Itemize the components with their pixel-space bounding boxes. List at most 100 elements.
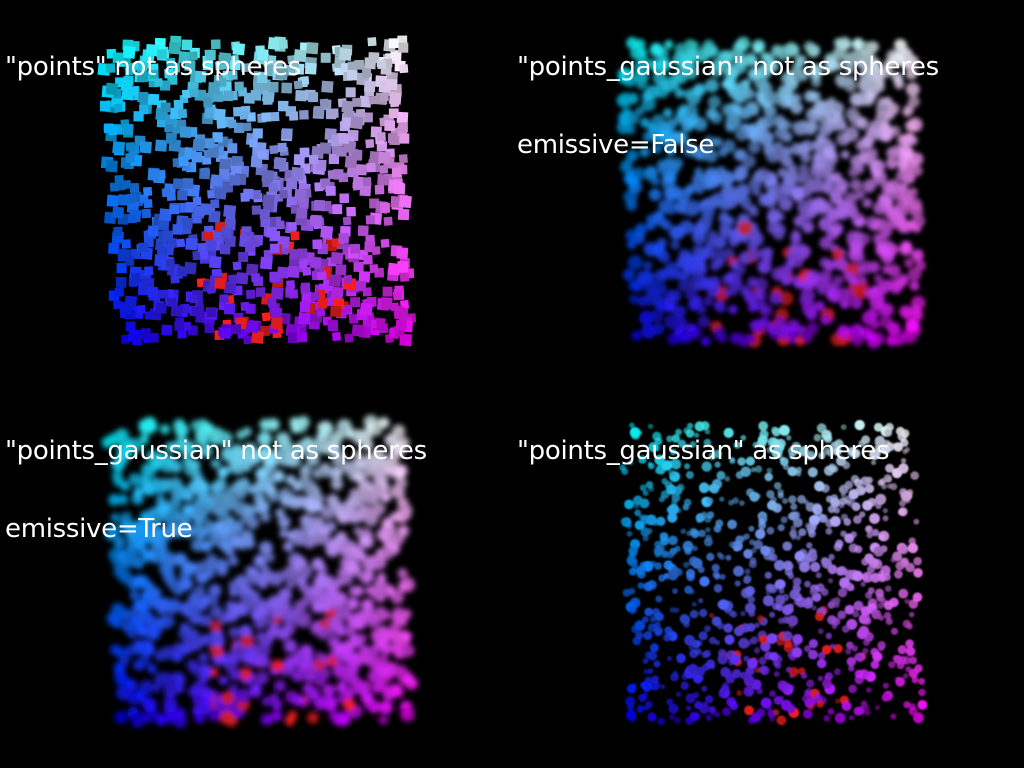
point-marker <box>138 576 150 588</box>
point-marker <box>884 585 892 592</box>
point-marker <box>641 616 649 623</box>
point-marker <box>232 261 242 271</box>
point-marker <box>178 156 189 167</box>
point-marker <box>341 100 354 113</box>
point-marker <box>210 174 223 187</box>
point-marker <box>909 703 916 711</box>
point-marker <box>331 431 344 444</box>
point-marker <box>346 560 361 576</box>
caption-line: "points" not as spheres <box>5 52 301 82</box>
point-marker <box>670 672 680 682</box>
point-marker <box>684 39 696 51</box>
point-marker <box>119 480 131 492</box>
point-marker <box>380 483 390 493</box>
point-marker <box>899 305 912 318</box>
point-marker <box>393 466 406 479</box>
point-marker <box>856 628 868 640</box>
point-marker <box>840 567 849 576</box>
point-marker <box>897 134 908 146</box>
point-marker <box>836 287 849 299</box>
point-marker <box>810 552 818 560</box>
point-marker <box>357 225 369 237</box>
point-marker <box>210 458 221 469</box>
point-marker <box>860 476 870 486</box>
point-marker <box>287 221 297 231</box>
point-marker <box>342 216 352 226</box>
point-marker <box>143 708 155 720</box>
point-marker <box>735 167 747 179</box>
point-marker <box>639 484 647 492</box>
point-marker <box>141 208 152 219</box>
point-marker <box>625 199 638 211</box>
point-marker <box>142 186 153 197</box>
point-marker <box>136 625 149 637</box>
point-marker <box>749 232 764 247</box>
point-marker <box>684 443 691 449</box>
point-marker <box>358 271 371 283</box>
point-marker <box>242 504 256 518</box>
point-marker <box>360 432 372 444</box>
point-marker <box>804 596 814 605</box>
point-marker <box>746 688 753 695</box>
point-marker <box>250 682 261 693</box>
point-marker <box>685 288 698 301</box>
point-marker <box>623 74 637 87</box>
point-marker <box>633 61 646 74</box>
point-marker <box>848 684 858 694</box>
point-marker <box>911 676 919 684</box>
point-marker <box>679 613 690 624</box>
point-marker <box>261 169 274 183</box>
point-marker <box>362 570 375 582</box>
point-marker <box>859 511 866 518</box>
point-marker <box>346 69 358 81</box>
point-marker <box>251 205 262 215</box>
point-marker <box>259 418 272 431</box>
point-marker <box>766 490 775 499</box>
point-marker <box>766 149 780 163</box>
point-marker <box>717 648 727 658</box>
point-marker <box>238 251 249 263</box>
point-marker <box>311 601 323 614</box>
point-marker <box>278 39 288 49</box>
point-marker <box>279 494 291 505</box>
point-marker <box>657 717 665 726</box>
point-marker <box>124 295 138 309</box>
point-marker <box>105 159 118 173</box>
point-marker <box>913 556 922 566</box>
point-marker <box>778 695 785 702</box>
point-marker <box>846 208 857 219</box>
point-marker <box>326 441 342 457</box>
point-marker <box>773 633 779 640</box>
point-marker <box>693 83 707 96</box>
point-marker <box>744 568 751 575</box>
point-marker <box>830 494 839 502</box>
point-marker <box>693 673 703 684</box>
point-marker <box>158 599 170 611</box>
point-marker <box>714 236 727 249</box>
point-marker <box>155 713 168 726</box>
point-marker <box>804 645 811 653</box>
point-marker <box>914 664 923 673</box>
panel-gaussian-emissive: "points_gaussian" not as spheres emissiv… <box>0 384 512 768</box>
point-marker <box>801 331 813 343</box>
point-marker <box>780 600 786 606</box>
point-marker <box>376 318 386 328</box>
point-marker <box>186 659 198 671</box>
point-marker <box>195 432 210 447</box>
point-marker <box>642 658 649 665</box>
point-marker <box>702 246 714 259</box>
point-marker <box>240 63 251 73</box>
point-marker <box>781 275 792 286</box>
point-marker <box>201 422 213 433</box>
point-marker <box>219 243 231 255</box>
point-marker <box>159 289 169 299</box>
point-marker <box>806 679 815 688</box>
point-marker <box>283 541 294 552</box>
point-marker <box>907 542 919 554</box>
point-marker <box>683 202 698 217</box>
point-marker <box>851 39 863 50</box>
point-marker <box>700 336 711 347</box>
point-marker <box>814 611 825 622</box>
point-marker <box>642 535 649 542</box>
point-marker <box>668 535 678 546</box>
